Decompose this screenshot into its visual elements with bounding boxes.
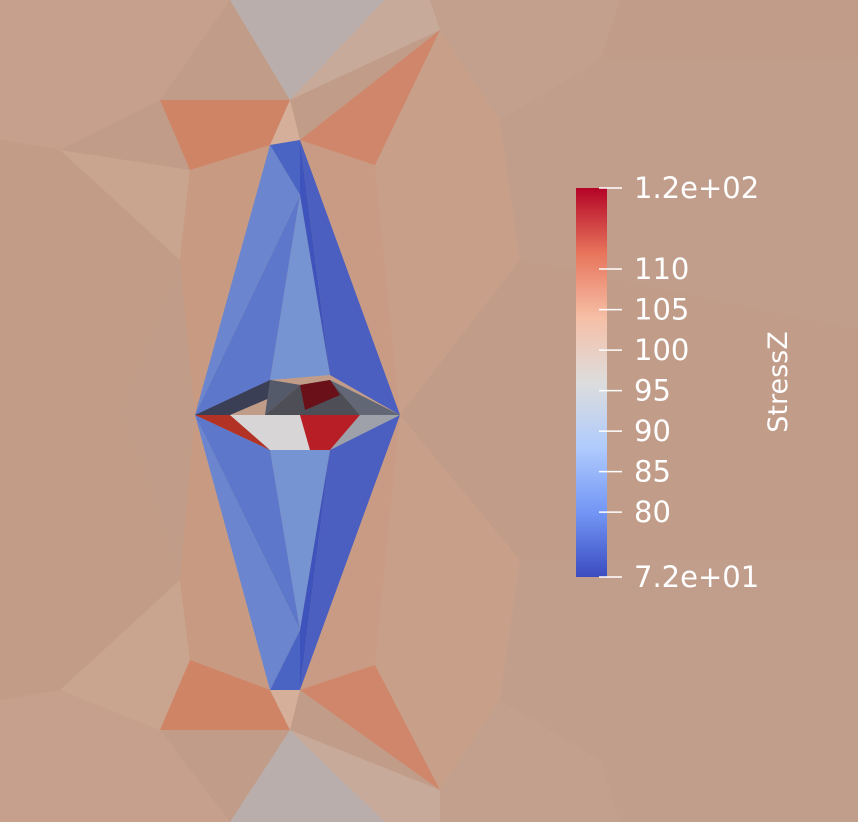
- mesh-facet: [300, 140, 330, 375]
- mesh-facet: [195, 145, 300, 415]
- mesh-facet: [300, 450, 330, 690]
- mesh-facet: [290, 730, 440, 822]
- mesh-facet: [300, 415, 360, 450]
- mesh-facet: [270, 195, 330, 380]
- mesh-facet: [60, 580, 190, 730]
- scalar-bar-label: 95: [634, 374, 671, 408]
- mesh-facet: [195, 415, 300, 690]
- mesh-facet: [400, 260, 858, 560]
- mesh-facet: [180, 415, 270, 690]
- mesh-facet: [0, 690, 230, 822]
- scalar-bar-ticks: [599, 187, 622, 578]
- mesh-facet: [270, 690, 300, 730]
- scalar-bar-label: 110: [634, 252, 689, 286]
- scalar-bar-label: 7.2e+01: [634, 560, 759, 594]
- mesh-facet: [195, 415, 270, 450]
- mesh-facet: [300, 30, 440, 165]
- mesh-facet: [230, 415, 310, 450]
- scalar-bar-label: 105: [634, 293, 689, 327]
- scalar-bar-title: StressZ: [763, 331, 794, 432]
- mesh-facet: [270, 100, 300, 145]
- mesh-facet: [195, 415, 300, 630]
- mesh-facet: [330, 380, 400, 415]
- scalar-bar-gradient: [576, 188, 607, 577]
- mesh-facet: [430, 0, 620, 120]
- mesh-facet: [270, 140, 300, 195]
- mesh-facet: [300, 380, 340, 410]
- scalar-bar-label: 1.2e+02: [634, 171, 759, 205]
- mesh-facet: [0, 140, 180, 420]
- mesh-facet: [375, 415, 520, 790]
- mesh-facet: [180, 145, 270, 415]
- scalar-bar-label: 100: [634, 333, 689, 367]
- mesh-facet: [330, 415, 400, 450]
- mesh-facet: [300, 665, 440, 790]
- mesh-facet: [500, 560, 858, 822]
- mesh-facet: [60, 150, 190, 260]
- mesh-facet: [0, 0, 230, 150]
- mesh-facet: [0, 410, 180, 700]
- mesh-facet: [440, 700, 620, 822]
- mesh-facet: [375, 30, 520, 415]
- mesh-facet: [270, 450, 330, 630]
- mesh-facet: [195, 195, 300, 415]
- scalar-bar-label: 80: [634, 495, 671, 529]
- mesh-facet: [230, 0, 385, 100]
- scalar-bar-labels: 1.2e+02 110 105 100 95 90 85 80 7.2e+01: [634, 171, 759, 594]
- scalar-bar-label: 85: [634, 455, 671, 489]
- mesh-facet: [230, 730, 385, 822]
- mesh-facet: [160, 100, 290, 170]
- mesh-facet: [160, 660, 290, 730]
- mesh-facet: [300, 140, 400, 415]
- mesh-facet: [265, 380, 300, 415]
- mesh-facet: [300, 415, 400, 690]
- mesh-facet: [290, 0, 440, 100]
- scalar-bar-label: 90: [634, 414, 671, 448]
